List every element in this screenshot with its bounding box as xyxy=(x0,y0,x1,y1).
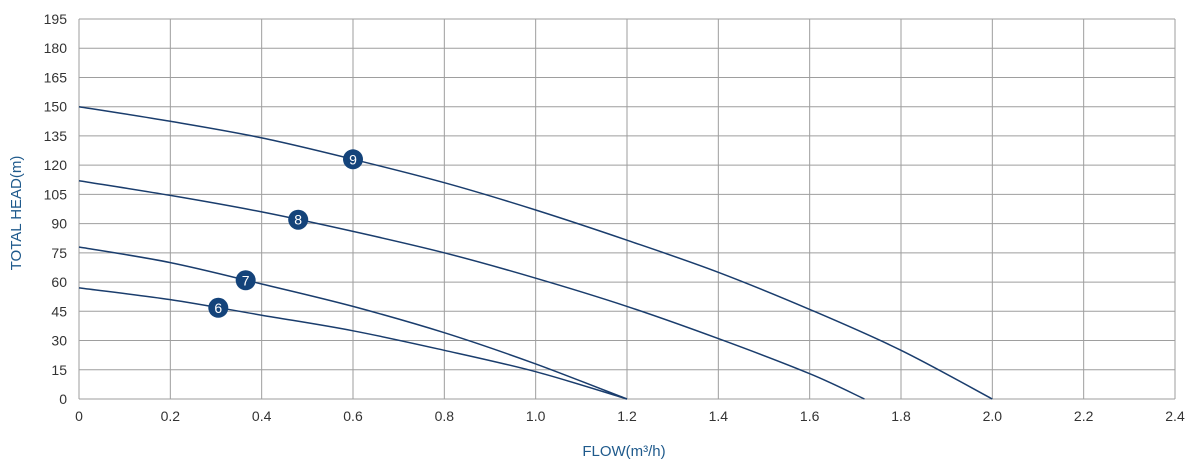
curve-7 xyxy=(78,246,628,400)
x-tick-label-1: 0.2 xyxy=(161,408,181,424)
y-tick-label-12: 180 xyxy=(44,40,68,56)
curve-marker-label-8: 8 xyxy=(294,212,302,228)
y-tick-label-2: 30 xyxy=(51,333,67,349)
x-tick-label-0: 0 xyxy=(75,408,83,424)
x-tick-label-10: 2.0 xyxy=(983,408,1003,424)
curve-marker-9 xyxy=(343,149,363,170)
y-tick-label-6: 90 xyxy=(51,216,67,232)
curve-9 xyxy=(78,105,993,400)
x-tick-label-2: 0.4 xyxy=(252,408,272,424)
x-tick-label-11: 2.2 xyxy=(1074,408,1094,424)
y-tick-label-13: 195 xyxy=(44,11,68,27)
x-axis-title: FLOW(m³/h) xyxy=(582,443,665,460)
curve-marker-6 xyxy=(208,297,229,318)
y-axis-title: TOTAL HEAD(m) xyxy=(8,156,25,271)
x-tick-label-4: 0.8 xyxy=(435,408,455,424)
y-tick-label-8: 120 xyxy=(44,157,68,173)
x-tick-label-3: 0.6 xyxy=(343,408,363,424)
markers: 9 8 7 6 xyxy=(208,149,363,318)
curve-marker-7 xyxy=(235,270,256,291)
x-tick-label-9: 1.8 xyxy=(891,408,911,424)
x-tick-label-12: 2.4 xyxy=(1165,408,1185,424)
curve-8 xyxy=(78,179,865,400)
curve-marker-label-9: 9 xyxy=(349,151,357,167)
y-tick-label-7: 105 xyxy=(44,186,68,202)
curve-marker-8 xyxy=(288,209,309,230)
curves xyxy=(78,105,993,400)
y-tick-label-10: 150 xyxy=(44,99,68,115)
curve-6 xyxy=(78,287,628,400)
y-tick-label-5: 75 xyxy=(51,245,67,261)
y-tick-label-9: 135 xyxy=(44,128,68,144)
curve-marker-label-7: 7 xyxy=(242,272,250,288)
y-tick-label-1: 15 xyxy=(51,362,67,378)
y-tick-label-0: 0 xyxy=(59,391,67,407)
x-tick-label-8: 1.6 xyxy=(800,408,820,424)
x-tick-labels: 0 0.2 0.4 0.6 0.8 1.0 1.2 1.4 1.6 1.8 2.0 2.2 2.4 xyxy=(75,408,1185,424)
x-tick-label-6: 1.2 xyxy=(617,408,637,424)
y-tick-label-4: 60 xyxy=(51,274,67,290)
x-tick-label-5: 1.0 xyxy=(526,408,546,424)
curve-marker-label-6: 6 xyxy=(214,300,222,316)
y-tick-label-3: 45 xyxy=(51,303,67,319)
y-tick-label-11: 165 xyxy=(44,69,68,85)
y-tick-labels: 0 15 30 45 60 75 90 105 120 135 150 165 180 195 xyxy=(44,11,68,407)
x-tick-label-7: 1.4 xyxy=(709,408,729,424)
